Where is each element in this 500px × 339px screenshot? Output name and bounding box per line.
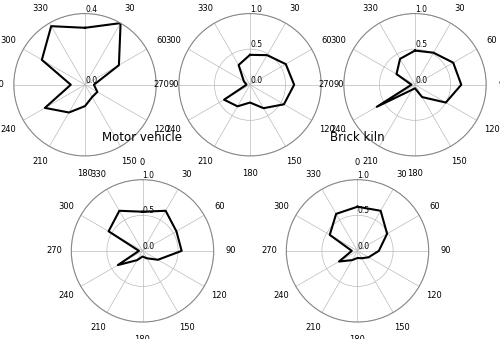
Title: Brick kiln: Brick kiln <box>330 131 385 144</box>
Title: Motor vehicle: Motor vehicle <box>102 131 182 144</box>
